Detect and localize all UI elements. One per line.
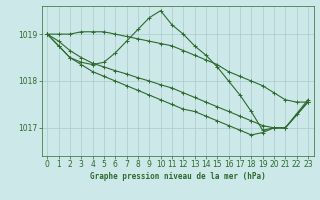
- X-axis label: Graphe pression niveau de la mer (hPa): Graphe pression niveau de la mer (hPa): [90, 172, 266, 181]
